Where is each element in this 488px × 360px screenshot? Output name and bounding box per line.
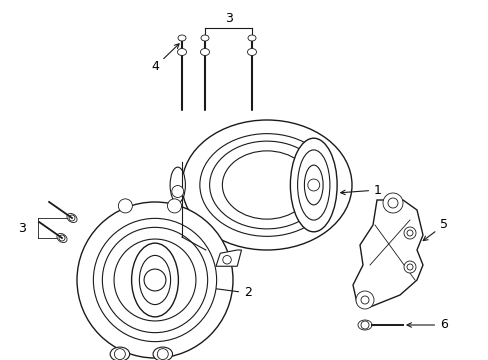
Ellipse shape — [297, 150, 329, 220]
Ellipse shape — [177, 49, 186, 55]
Ellipse shape — [153, 347, 172, 360]
Ellipse shape — [131, 243, 178, 317]
Text: 3: 3 — [18, 221, 26, 234]
Ellipse shape — [114, 239, 196, 321]
Text: 4: 4 — [151, 44, 179, 73]
Ellipse shape — [139, 256, 170, 305]
Ellipse shape — [290, 138, 336, 232]
Ellipse shape — [67, 213, 77, 222]
Ellipse shape — [357, 320, 371, 330]
Ellipse shape — [304, 165, 323, 205]
Circle shape — [167, 199, 181, 213]
Circle shape — [307, 179, 319, 191]
Ellipse shape — [93, 219, 216, 342]
Ellipse shape — [200, 49, 209, 55]
Text: 3: 3 — [224, 12, 232, 24]
Ellipse shape — [209, 141, 324, 229]
Ellipse shape — [77, 202, 232, 358]
Ellipse shape — [57, 233, 67, 243]
Ellipse shape — [178, 35, 185, 41]
Ellipse shape — [200, 134, 333, 237]
Ellipse shape — [102, 228, 207, 333]
Ellipse shape — [201, 35, 208, 41]
Ellipse shape — [247, 49, 256, 55]
Polygon shape — [352, 200, 422, 307]
Ellipse shape — [110, 347, 129, 360]
Circle shape — [355, 291, 373, 309]
Circle shape — [144, 269, 165, 291]
Ellipse shape — [247, 35, 256, 41]
Circle shape — [171, 185, 183, 197]
Ellipse shape — [182, 120, 351, 250]
Ellipse shape — [170, 167, 185, 203]
Ellipse shape — [222, 151, 311, 219]
Polygon shape — [216, 250, 241, 266]
Circle shape — [382, 193, 402, 213]
Text: 1: 1 — [340, 184, 381, 197]
Text: 5: 5 — [422, 219, 447, 240]
Text: 2: 2 — [191, 284, 251, 300]
Circle shape — [118, 199, 132, 213]
Circle shape — [403, 261, 415, 273]
Text: 6: 6 — [406, 319, 447, 332]
Circle shape — [403, 227, 415, 239]
